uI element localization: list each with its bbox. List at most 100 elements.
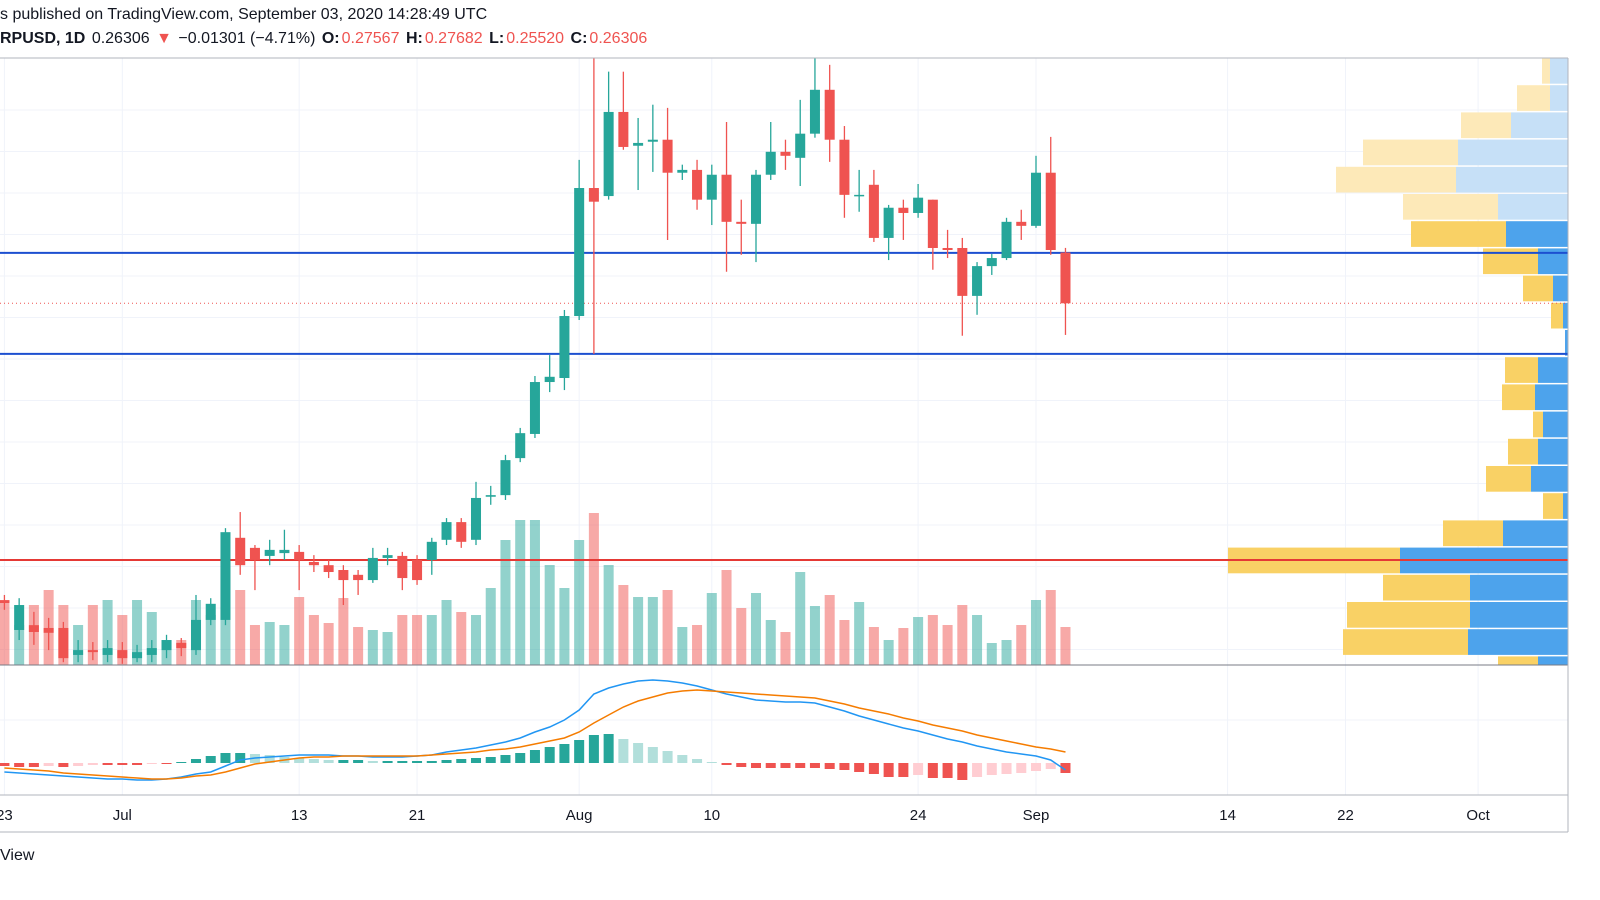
volume-bar <box>809 606 820 665</box>
candle-body <box>706 174 717 200</box>
candle-body <box>1060 252 1071 304</box>
macd-histogram-bar <box>190 759 202 763</box>
macd-histogram-bar <box>382 761 393 763</box>
macd-histogram-bar <box>868 763 879 774</box>
macd-histogram-bar <box>205 756 216 763</box>
volume-bar <box>662 590 673 665</box>
macd-histogram-bar <box>972 763 983 777</box>
volume-bar <box>559 588 570 665</box>
candle-body <box>249 547 260 560</box>
macd-histogram-bar <box>736 763 747 767</box>
candle-body <box>1045 172 1056 251</box>
macd-histogram-bar <box>338 760 349 763</box>
macd-histogram-bar <box>824 763 835 769</box>
candle-body <box>235 537 246 566</box>
volume-bar <box>1016 625 1027 665</box>
volume-bar <box>515 520 526 665</box>
candle-body <box>441 522 452 540</box>
volume-bar <box>308 615 319 665</box>
volume-bar <box>824 595 835 665</box>
macd-histogram-bar <box>529 750 540 763</box>
profile-down <box>1443 520 1503 547</box>
macd-histogram-bar <box>559 744 570 763</box>
volume-bar <box>677 627 688 665</box>
volume-bar <box>205 615 216 665</box>
candle-body <box>1001 221 1012 259</box>
volume-bar <box>367 630 378 665</box>
candle-body <box>176 642 187 649</box>
x-tick-label: 13 <box>291 807 308 824</box>
macd-histogram-bar <box>750 763 762 768</box>
candle-body <box>161 640 172 651</box>
volume-bar <box>795 572 806 665</box>
candle-body <box>721 174 732 222</box>
x-tick-label: 21 <box>409 807 426 824</box>
candle-body <box>87 650 98 653</box>
macd-histogram-bar <box>1060 763 1071 773</box>
last-price: 0.26306 <box>91 30 150 47</box>
macd-histogram-bar <box>1001 763 1012 774</box>
profile-down <box>1523 275 1553 302</box>
profile-up <box>1535 384 1568 411</box>
macd-histogram-bar <box>235 753 246 763</box>
profile-up <box>1550 58 1568 84</box>
profile-up <box>1503 520 1568 547</box>
macd-line <box>4 679 1066 781</box>
volume-bar <box>942 625 953 665</box>
candle-body <box>367 557 378 581</box>
macd-histogram-bar <box>618 739 629 763</box>
profile-up <box>1511 112 1568 139</box>
profile-up <box>1553 275 1568 302</box>
candle-body <box>14 605 25 630</box>
macd-histogram-bar <box>14 763 25 767</box>
x-tick-label: 10 <box>703 807 720 824</box>
candle-body <box>28 625 39 632</box>
volume-bar <box>647 597 658 665</box>
candle-body <box>913 197 924 213</box>
x-tick-label: 23 <box>0 807 13 824</box>
volume-bar <box>574 540 585 665</box>
profile-up <box>1563 302 1568 329</box>
volume-bar <box>633 597 644 665</box>
l-label: L: <box>489 30 505 47</box>
profile-up <box>1458 139 1568 166</box>
c-value: 0.26306 <box>589 30 648 47</box>
volume-bar <box>353 627 364 665</box>
candle-body <box>470 497 482 540</box>
volume-bar <box>264 622 275 665</box>
candle-body <box>957 247 968 296</box>
published-line: s published on TradingView.com, Septembe… <box>0 6 487 24</box>
volume-bar <box>1060 627 1071 665</box>
candle-body <box>412 559 423 581</box>
profile-up <box>1506 221 1568 247</box>
x-tick-label: 14 <box>1219 807 1236 824</box>
macd-histogram-bar <box>441 760 452 763</box>
candle-body <box>677 169 688 173</box>
candle-body <box>603 111 614 197</box>
candle-body <box>972 266 983 296</box>
profile-down <box>1411 221 1506 247</box>
change: −0.01301 (−4.71%) <box>178 30 316 47</box>
l-value: 0.25520 <box>506 30 565 47</box>
volume-bar <box>986 643 997 665</box>
volume-bar <box>780 632 791 665</box>
macd-histogram-bar <box>1016 763 1027 773</box>
profile-down <box>1383 574 1470 601</box>
x-tick-label: Oct <box>1466 807 1490 824</box>
candle-body <box>132 652 143 659</box>
candle-body <box>986 258 997 267</box>
profile-down <box>1508 438 1538 465</box>
profile-up <box>1565 330 1568 356</box>
x-tick-label: Aug <box>566 807 593 824</box>
candle-body <box>559 316 570 379</box>
candle-body <box>544 376 555 383</box>
volume-bar <box>485 588 496 665</box>
profile-up <box>1538 438 1568 465</box>
volume-bar <box>883 640 894 665</box>
macd-histogram-bar <box>132 763 143 765</box>
macd-histogram-bar <box>397 761 408 763</box>
o-value: 0.27567 <box>341 30 400 47</box>
macd-histogram-bar <box>809 763 820 768</box>
candle-body <box>780 151 791 156</box>
